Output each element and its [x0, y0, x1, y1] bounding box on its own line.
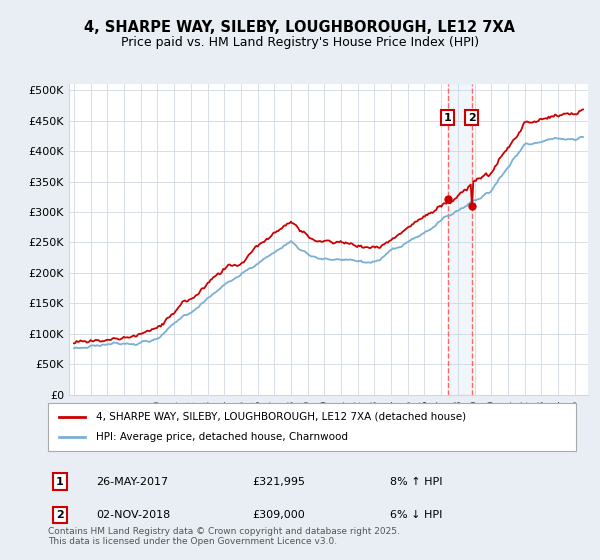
FancyBboxPatch shape [48, 403, 576, 451]
Text: 1: 1 [444, 113, 452, 123]
Bar [448, 84, 472, 395]
Text: £309,000: £309,000 [252, 510, 305, 520]
Text: 8% ↑ HPI: 8% ↑ HPI [390, 477, 443, 487]
Text: 1: 1 [56, 477, 64, 487]
Text: 4, SHARPE WAY, SILEBY, LOUGHBOROUGH, LE12 7XA (detached house): 4, SHARPE WAY, SILEBY, LOUGHBOROUGH, LE1… [95, 412, 466, 422]
Text: £321,995: £321,995 [252, 477, 305, 487]
Text: Price paid vs. HM Land Registry's House Price Index (HPI): Price paid vs. HM Land Registry's House … [121, 36, 479, 49]
Text: 2: 2 [56, 510, 64, 520]
Text: 4, SHARPE WAY, SILEBY, LOUGHBOROUGH, LE12 7XA: 4, SHARPE WAY, SILEBY, LOUGHBOROUGH, LE1… [85, 20, 515, 35]
Text: 6% ↓ HPI: 6% ↓ HPI [390, 510, 442, 520]
Text: Contains HM Land Registry data © Crown copyright and database right 2025.
This d: Contains HM Land Registry data © Crown c… [48, 526, 400, 546]
Text: HPI: Average price, detached house, Charnwood: HPI: Average price, detached house, Char… [95, 432, 347, 442]
Text: 26-MAY-2017: 26-MAY-2017 [96, 477, 168, 487]
Text: 2: 2 [468, 113, 476, 123]
Text: 02-NOV-2018: 02-NOV-2018 [96, 510, 170, 520]
